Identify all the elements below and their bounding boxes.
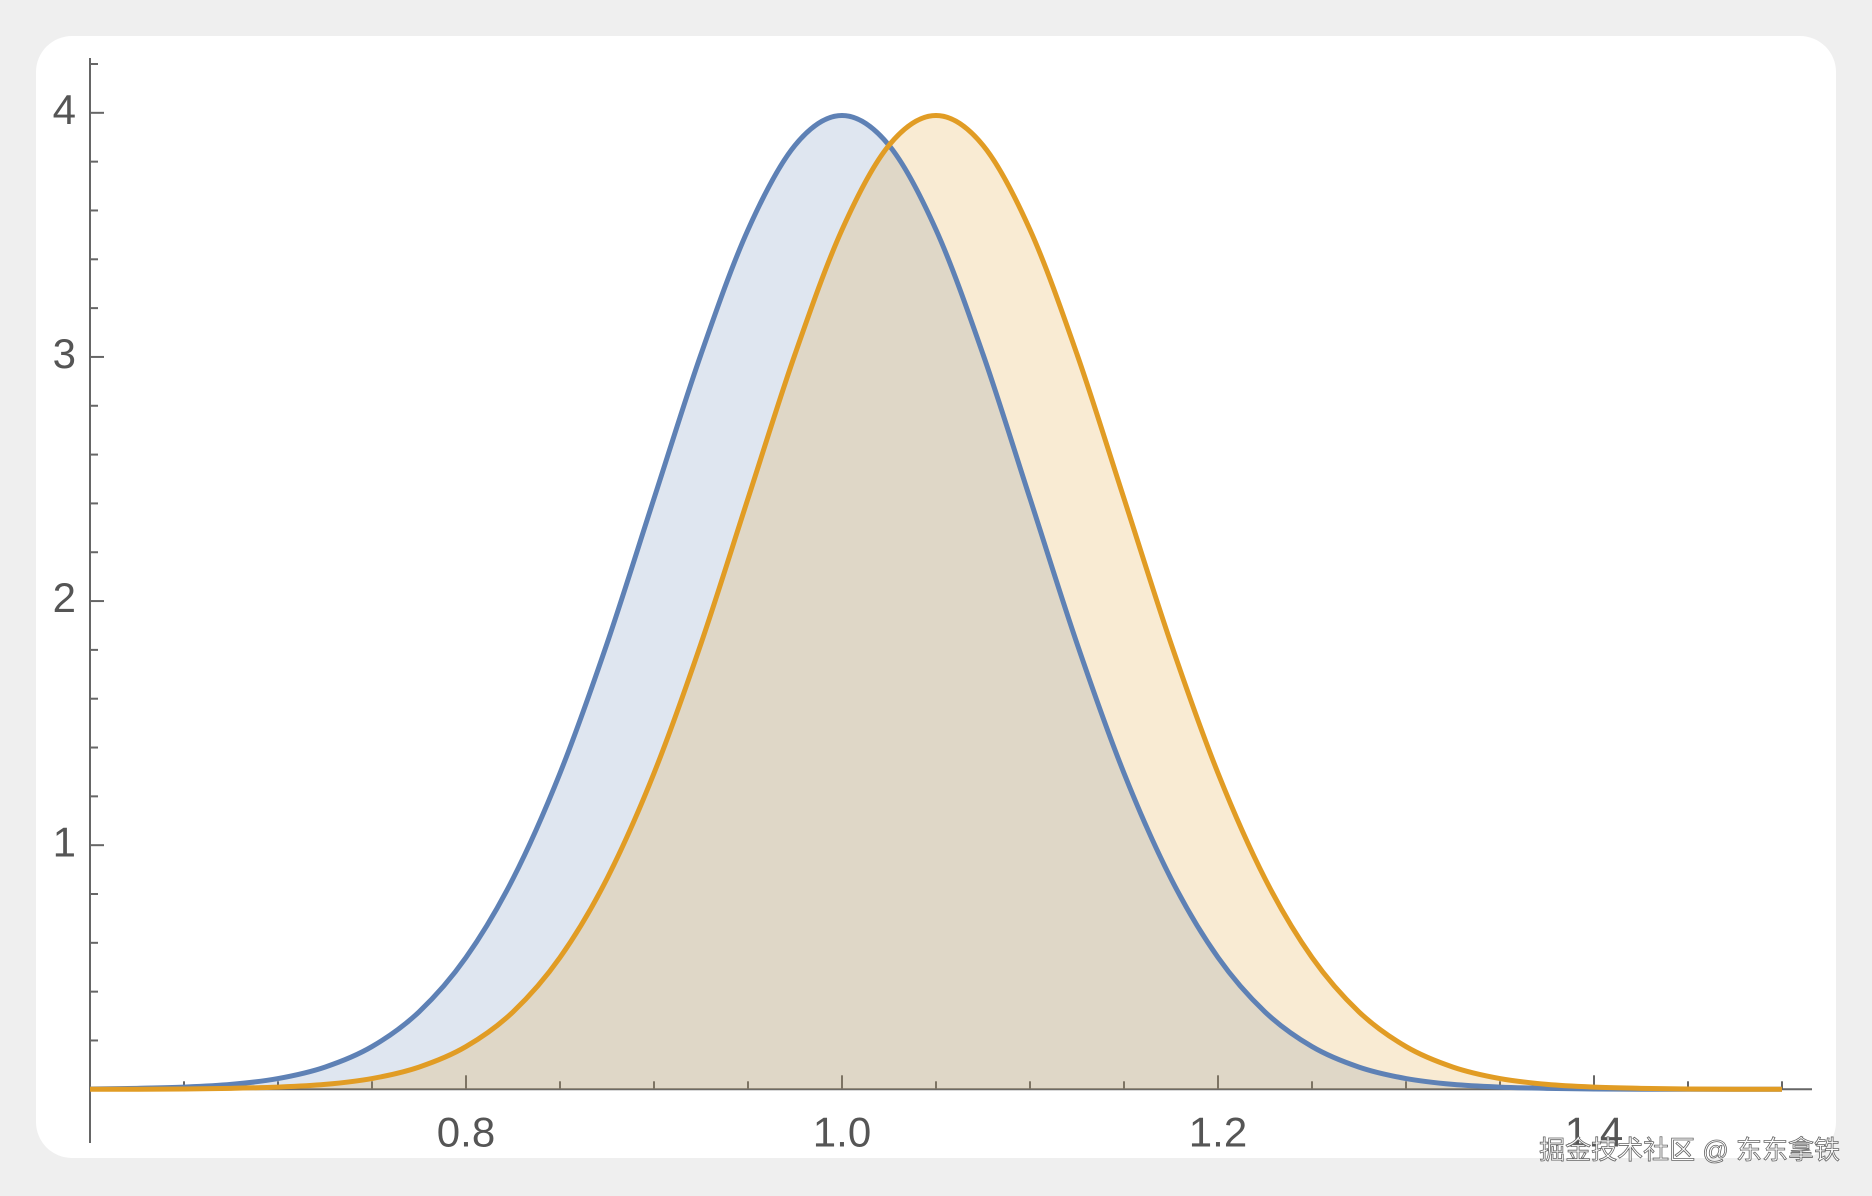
area-fill bbox=[90, 115, 1782, 1090]
curve bbox=[89, 113, 1783, 1092]
x-tick-label: 1.0 bbox=[813, 1108, 871, 1155]
x-tick-label: 0.8 bbox=[437, 1108, 495, 1155]
y-tick-label: 3 bbox=[53, 330, 76, 377]
card bbox=[36, 36, 1836, 1158]
y-tick-label: 1 bbox=[53, 818, 76, 865]
y-tick-label: 4 bbox=[53, 86, 76, 133]
curve bbox=[89, 113, 1782, 1092]
watermark: 掘金技术社区 @ 东东拿铁 bbox=[1539, 1135, 1840, 1165]
x-tick-label: 1.2 bbox=[1189, 1108, 1247, 1155]
area-fill bbox=[90, 115, 1782, 1090]
x-tick-label: 1.4 bbox=[1565, 1108, 1623, 1155]
y-tick-label: 2 bbox=[53, 574, 76, 621]
